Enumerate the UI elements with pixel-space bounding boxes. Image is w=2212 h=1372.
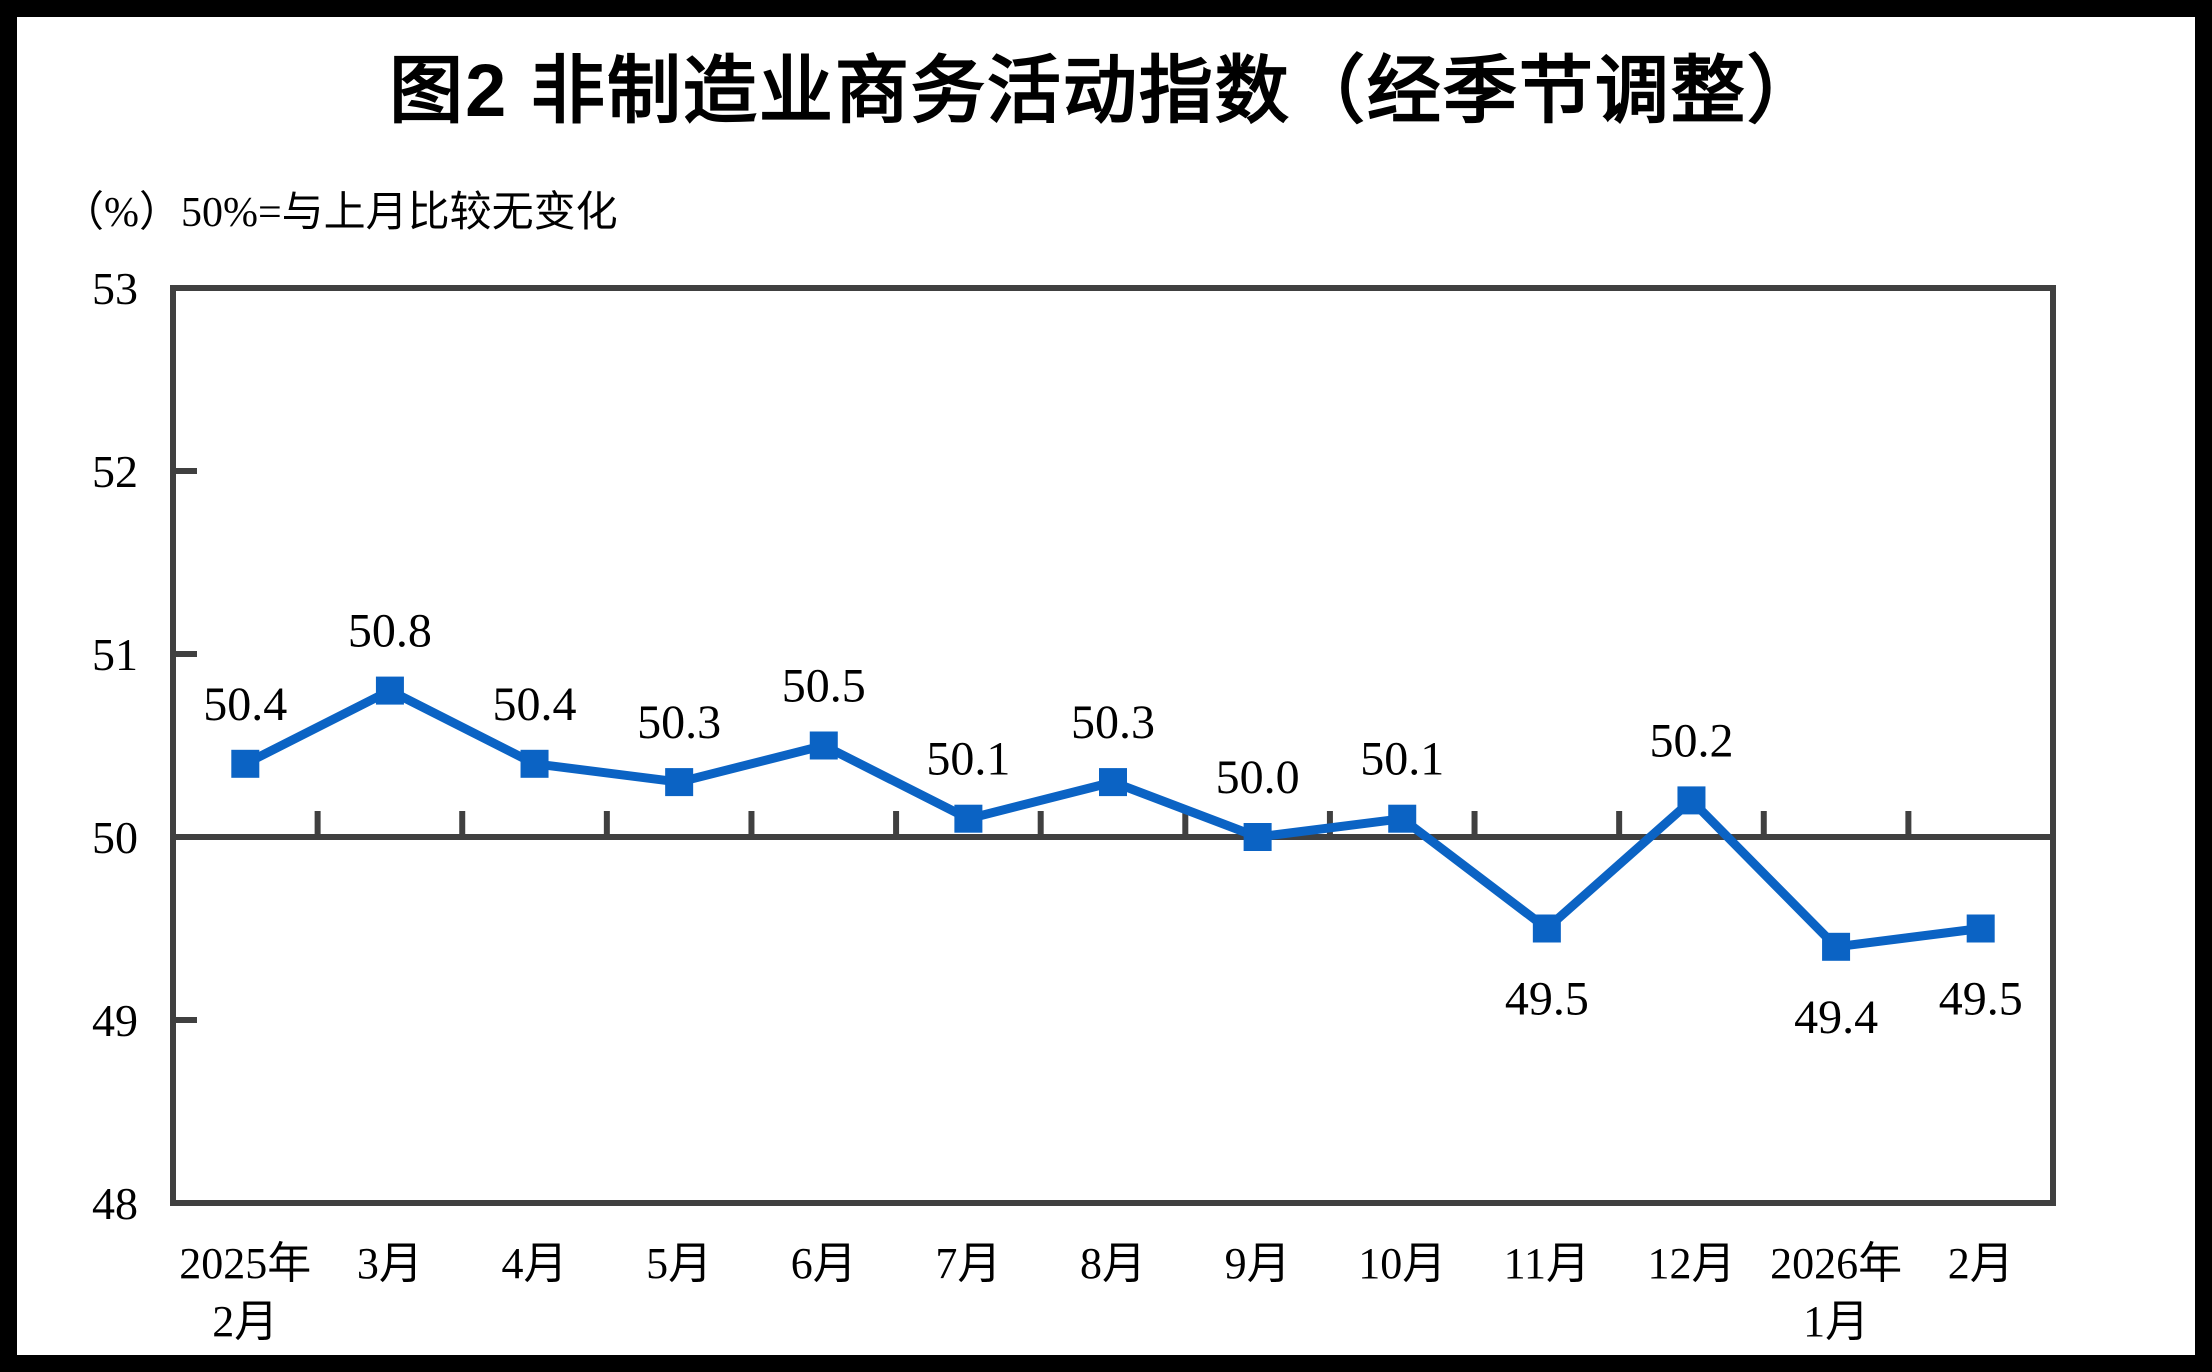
x-axis-category-label: 7月: [935, 1239, 1001, 1288]
data-point-marker: [1532, 914, 1561, 943]
x-axis-category-label: 4月: [502, 1239, 568, 1288]
data-point-marker: [520, 749, 549, 778]
x-axis-category-label: 8月: [1080, 1239, 1146, 1288]
y-axis-tick-label: 48: [92, 1178, 138, 1229]
data-value-label: 50.0: [1216, 751, 1300, 804]
data-point-marker: [1099, 768, 1127, 797]
x-axis-category-label: 2月: [212, 1297, 278, 1346]
data-value-label: 49.5: [1939, 973, 2023, 1026]
data-point-marker: [1388, 804, 1417, 833]
y-axis-tick-label: 52: [92, 446, 138, 497]
data-value-label: 50.5: [782, 660, 866, 713]
x-axis-category-label: 9月: [1225, 1239, 1291, 1288]
x-axis-category-label: 5月: [646, 1239, 712, 1288]
y-axis-tick-label: 49: [92, 995, 138, 1046]
x-axis-category-label: 10月: [1358, 1239, 1446, 1288]
y-axis-tick-label: 50: [92, 812, 138, 863]
data-value-label: 50.3: [637, 696, 721, 749]
data-point-marker: [231, 749, 260, 778]
plot-frame: [170, 285, 2056, 1206]
data-point-marker: [1822, 932, 1851, 961]
chart-title: 图2 非制造业商务活动指数（经季节调整）: [389, 49, 1823, 132]
data-value-label: 50.1: [1360, 733, 1444, 786]
x-axis-category-label: 11月: [1504, 1239, 1590, 1288]
data-point-marker: [1243, 823, 1272, 851]
y-axis-tick-label: 53: [92, 263, 138, 314]
x-axis-category-label: 2月: [1948, 1239, 2014, 1288]
data-point-marker: [809, 731, 838, 760]
data-value-label: 50.3: [1071, 696, 1155, 749]
x-axis-category-label: 2025年: [179, 1239, 311, 1288]
data-point-marker: [375, 676, 404, 705]
x-axis-category-label: 1月: [1803, 1297, 1869, 1346]
data-value-label: 50.1: [926, 733, 1010, 786]
x-axis-category-label: 6月: [791, 1239, 857, 1288]
data-value-label: 50.4: [203, 678, 287, 731]
data-value-label: 50.8: [348, 605, 432, 658]
data-point-marker: [665, 768, 694, 797]
data-value-label: 50.4: [493, 678, 577, 731]
data-value-label: 49.5: [1505, 973, 1589, 1026]
y-axis-unit-note: （%）50%=与上月比较无变化: [62, 190, 618, 236]
x-axis-category-label: 3月: [357, 1239, 423, 1288]
data-point-marker: [1966, 914, 1995, 943]
y-axis-tick-label: 51: [92, 629, 138, 680]
data-point-marker: [954, 804, 983, 833]
x-axis-category-label: 12月: [1647, 1239, 1735, 1288]
data-value-label: 50.2: [1649, 714, 1733, 767]
data-point-marker: [1677, 786, 1706, 815]
x-axis-category-label: 2026年: [1770, 1239, 1902, 1288]
data-value-label: 49.4: [1794, 991, 1878, 1044]
